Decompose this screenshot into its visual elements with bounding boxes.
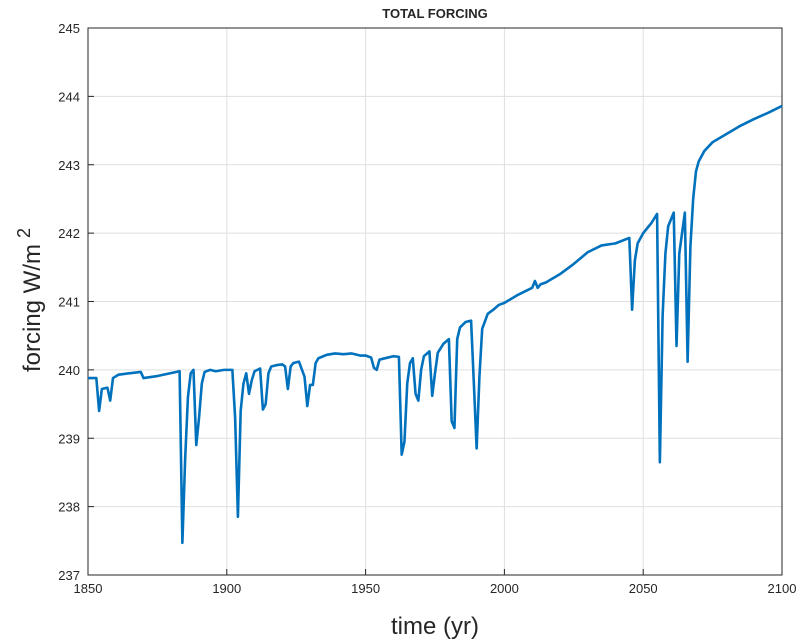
axes-box (87, 27, 783, 576)
x-tick-label: 2100 (768, 581, 797, 596)
y-tick-label: 241 (58, 295, 80, 310)
y-tick-label: 237 (58, 568, 80, 583)
x-tick-label: 2050 (629, 581, 658, 596)
y-tick-label: 243 (58, 158, 80, 173)
x-axis-label: time (yr) (391, 613, 479, 640)
y-tick-label: 238 (58, 500, 80, 515)
data-line (88, 104, 783, 545)
y-tick-label: 240 (58, 363, 80, 378)
x-tick-label: 2000 (490, 581, 519, 596)
y-axis-label-main: forcing W/m (19, 244, 46, 372)
x-tick-label: 1900 (212, 581, 241, 596)
y-tick-label: 245 (58, 21, 80, 36)
chart-title: TOTAL FORCING (382, 6, 487, 21)
y-axis-label-group: forcing W/m 2 (14, 228, 46, 372)
y-axis-label: forcing W/m 2 (14, 228, 46, 372)
y-tick-label: 242 (58, 226, 80, 241)
y-axis-label-superscript: 2 (14, 228, 34, 238)
y-tick-label: 244 (58, 89, 80, 104)
y-tick-label: 239 (58, 431, 80, 446)
x-tick-label: 1950 (351, 581, 380, 596)
x-tick-label: 1850 (74, 581, 103, 596)
